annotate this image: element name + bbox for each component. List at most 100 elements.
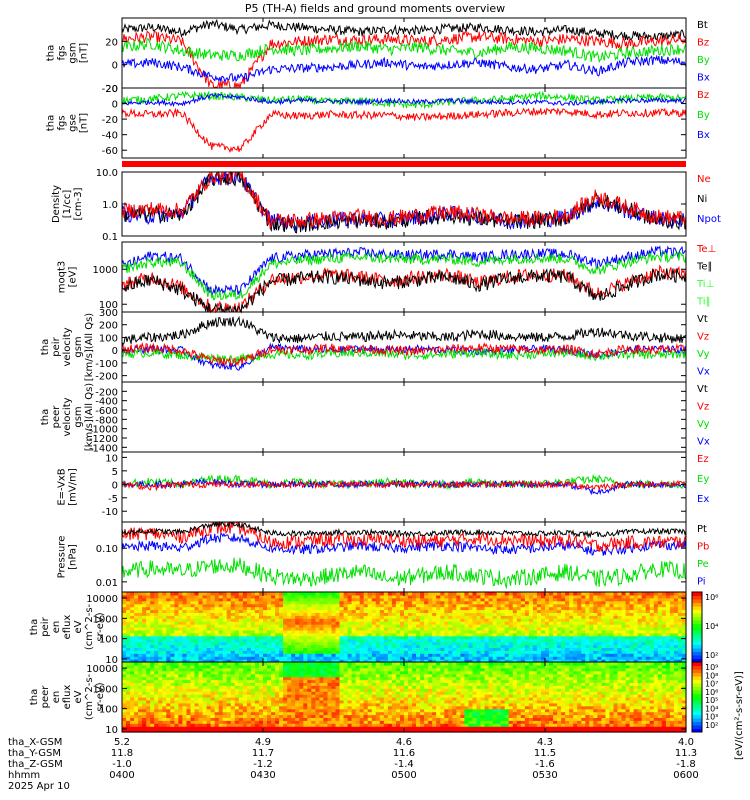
spectrogram-cell <box>625 635 631 640</box>
spectrogram-cell <box>581 594 586 599</box>
spectrogram-cell <box>186 694 192 698</box>
spectrogram-cell <box>242 697 248 701</box>
spectrogram-cell <box>166 717 171 721</box>
spectrogram-cell <box>222 723 228 727</box>
panel-frame <box>121 381 687 453</box>
spectrogram-cell <box>395 618 401 622</box>
spectrogram-cell <box>585 627 590 631</box>
spectrogram-cell <box>158 667 163 672</box>
spectrogram-cell <box>339 673 345 678</box>
spectrogram-cell <box>122 606 127 611</box>
spectrogram-cell <box>391 618 397 622</box>
spectrogram-cell <box>267 670 272 675</box>
spectrogram-cell <box>230 717 236 721</box>
spectrogram-cell <box>367 594 373 599</box>
spectrogram-cell <box>532 638 538 643</box>
spectrogram-cell <box>315 606 320 611</box>
spectrogram-cell <box>138 603 143 608</box>
spectrogram-cell <box>383 594 389 599</box>
spectrogram-cell <box>645 653 651 657</box>
spectrogram-cell <box>319 685 324 689</box>
spectrogram-cell <box>206 699 212 704</box>
spectrogram-cell <box>621 656 627 660</box>
spectrogram-cell <box>359 659 365 663</box>
spectrogram-cell <box>355 650 361 654</box>
spectrogram-cell <box>416 606 421 611</box>
spectrogram-cell <box>456 635 461 640</box>
spectrogram-cell <box>267 629 272 634</box>
spectrogram-cell <box>242 612 248 616</box>
spectrogram-cell <box>343 650 349 654</box>
spectrogram-cell <box>287 723 292 727</box>
spectrogram-cell <box>573 650 578 654</box>
spectrogram-cell <box>307 688 312 692</box>
spectrogram-cell <box>605 632 610 637</box>
spectrogram-cell <box>436 609 441 613</box>
spectrogram-cell <box>673 597 679 602</box>
spectrogram-cell <box>267 618 272 622</box>
spectrogram-cell <box>122 656 127 660</box>
spectrogram-cell <box>420 659 425 663</box>
spectrogram-cell <box>363 612 369 616</box>
spectrogram-cell <box>182 711 187 716</box>
spectrogram-cell <box>327 638 333 643</box>
spectrogram-cell <box>238 656 244 660</box>
legend-Ey: Ey <box>697 474 709 485</box>
spectrogram-cell <box>226 638 232 643</box>
spectrogram-cell <box>597 641 602 646</box>
spectrogram-cell <box>408 621 413 625</box>
spectrogram-cell <box>263 729 268 733</box>
spectrogram-cell <box>299 711 304 716</box>
spectrogram-cell <box>444 609 449 613</box>
spectrogram-cell <box>657 629 663 634</box>
spectrogram-cell <box>589 609 594 613</box>
spectrogram-cell <box>363 606 369 611</box>
spectrogram-cell <box>254 606 260 611</box>
legend-By: By <box>697 110 710 121</box>
spectrogram-cell <box>275 653 280 657</box>
spectrogram-cell <box>246 609 252 613</box>
spectrogram-cell <box>250 603 256 608</box>
spectrogram-cell <box>194 664 200 669</box>
spectrogram-cell <box>379 641 385 646</box>
spectrogram-cell <box>351 635 357 640</box>
spectrogram-cell <box>404 647 409 651</box>
spectrogram-cell <box>238 676 244 681</box>
spectrogram-cell <box>395 621 401 625</box>
spectrogram-cell <box>315 594 320 599</box>
spectrogram-cell <box>246 688 252 692</box>
spectrogram-cell <box>198 676 204 681</box>
spectrogram-cell <box>250 729 256 733</box>
spectrogram-cell <box>404 612 409 616</box>
spectrogram-cell <box>254 618 260 622</box>
spectrogram-cell <box>307 635 312 640</box>
spectrogram-cell <box>254 691 260 695</box>
spectrogram-cell <box>665 644 671 648</box>
spectrogram-cell <box>508 635 514 640</box>
spectrogram-cell <box>657 606 663 611</box>
spectrogram-cell <box>633 650 639 654</box>
spectrogram-cell <box>613 621 619 625</box>
spectrogram-cell <box>585 641 590 646</box>
spectrogram-cell <box>130 667 135 672</box>
spectrogram-cell <box>633 647 639 651</box>
spectrogram-cell <box>206 673 212 678</box>
spectrogram-cell <box>682 597 687 602</box>
spectrogram-cell <box>230 720 236 724</box>
spectrogram-cell <box>456 647 461 651</box>
spectrogram-cell <box>557 624 562 628</box>
spectrogram-cell <box>122 609 127 613</box>
spectrogram-cell <box>468 641 474 646</box>
spectrogram-cell <box>351 653 357 657</box>
spectrogram-cell <box>553 647 558 651</box>
spectrogram-cell <box>210 647 216 651</box>
spectrogram-cell <box>182 676 187 681</box>
spectrogram-cell <box>218 664 224 669</box>
spectrogram-cell <box>677 635 683 640</box>
spectrogram-cell <box>271 670 276 675</box>
spectrogram-cell <box>609 612 615 616</box>
series-Bx <box>121 54 687 84</box>
spectrogram-cell <box>601 629 606 634</box>
spectrogram-cell <box>395 635 401 640</box>
spectrogram-cell <box>416 615 421 619</box>
